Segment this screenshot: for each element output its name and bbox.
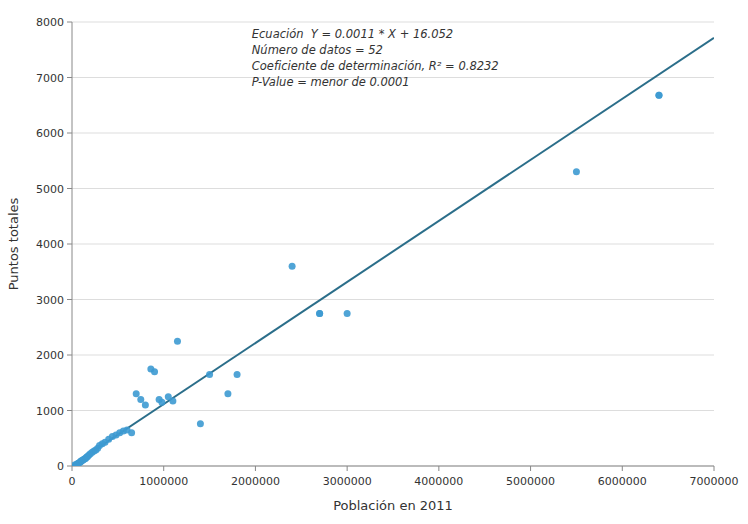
tick-label: 4000 — [36, 238, 64, 251]
tick-mark — [255, 466, 256, 471]
tick-mark — [438, 466, 439, 471]
chart: 0 1000 2000 3000 4000 5000 6000 7000 8000 0 100000… — [0, 0, 748, 524]
tick-label: 3000 — [36, 294, 64, 307]
annotation: Ecuación Y = 0.0011 * X + 16.052 Número d… — [252, 27, 499, 89]
tick-mark — [72, 466, 73, 471]
scatter-point — [344, 310, 351, 317]
scatter-point — [316, 310, 323, 317]
scatter-point — [655, 92, 662, 99]
tick-label: 1000 — [36, 405, 64, 418]
tick-label: 2000000 — [231, 475, 280, 488]
regression-line — [72, 38, 714, 465]
scatter-point — [142, 401, 149, 408]
tick-label: 0 — [57, 460, 64, 473]
tick-label: 1000000 — [139, 475, 188, 488]
tick-mark — [67, 77, 72, 78]
annotation-text: Ecuación Y = 0.0011 * X + 16.052 — [252, 27, 453, 41]
tick-mark — [67, 466, 72, 467]
grid-line — [72, 355, 714, 356]
scatter-point — [151, 368, 158, 375]
scatter-point — [158, 399, 165, 406]
tick-mark — [67, 133, 72, 134]
tick-mark — [163, 466, 164, 471]
grid-line — [72, 466, 714, 467]
grid-line — [72, 410, 714, 411]
y-axis: 0 1000 2000 3000 4000 5000 6000 7000 8000 — [36, 16, 714, 473]
scatter-point — [169, 398, 176, 405]
tick-mark — [67, 188, 72, 189]
y-axis-label: Puntos totales — [6, 198, 21, 291]
grid-line — [72, 244, 714, 245]
scatter-point — [133, 390, 140, 397]
annotation-text: Número de datos = 52 — [252, 43, 383, 57]
grid-line — [72, 133, 714, 134]
grid-line — [72, 299, 714, 300]
scatter-point — [224, 390, 231, 397]
scatter-point — [655, 92, 662, 99]
scatter-point — [206, 371, 213, 378]
grid-line — [72, 188, 714, 189]
axis-line — [72, 22, 73, 466]
tick-mark — [67, 299, 72, 300]
grid-line — [72, 22, 714, 23]
scatter-point — [316, 310, 323, 317]
x-axis-label: Población en 2011 — [333, 498, 453, 513]
tick-label: 6000 — [36, 127, 64, 140]
tick-label: 5000 — [36, 183, 64, 196]
axis-line — [72, 466, 714, 467]
scatter-point — [234, 371, 241, 378]
tick-mark — [67, 410, 72, 411]
tick-label: 0 — [69, 475, 76, 488]
tick-mark — [622, 466, 623, 471]
scatter-point — [137, 396, 144, 403]
marks — [72, 38, 714, 466]
tick-mark — [530, 466, 531, 471]
tick-mark — [347, 466, 348, 471]
tick-label: 5000000 — [506, 475, 555, 488]
scatter-point — [174, 338, 181, 345]
scatter-point — [197, 420, 204, 427]
chart-container: 0 1000 2000 3000 4000 5000 6000 7000 8000 0 100000… — [0, 0, 748, 524]
tick-label: 6000000 — [598, 475, 647, 488]
scatter-point — [128, 429, 135, 436]
annotation-text: P-Value = menor de 0.0001 — [252, 75, 410, 89]
scatter-point — [573, 168, 580, 175]
annotation-text: Coeficiente de determinación, R² = 0.823… — [252, 59, 499, 73]
tick-label: 8000 — [36, 16, 64, 29]
x-axis: 0 1000000 2000000 3000000 4000000 5000000 6000… — [69, 466, 739, 488]
tick-mark — [67, 355, 72, 356]
tick-label: 7000 — [36, 72, 64, 85]
tick-label: 2000 — [36, 349, 64, 362]
tick-mark — [67, 22, 72, 23]
tick-mark — [67, 244, 72, 245]
tick-label: 3000000 — [323, 475, 372, 488]
tick-label: 4000000 — [414, 475, 463, 488]
tick-mark — [714, 466, 715, 471]
tick-label: 7000000 — [690, 475, 739, 488]
scatter-point — [289, 263, 296, 270]
